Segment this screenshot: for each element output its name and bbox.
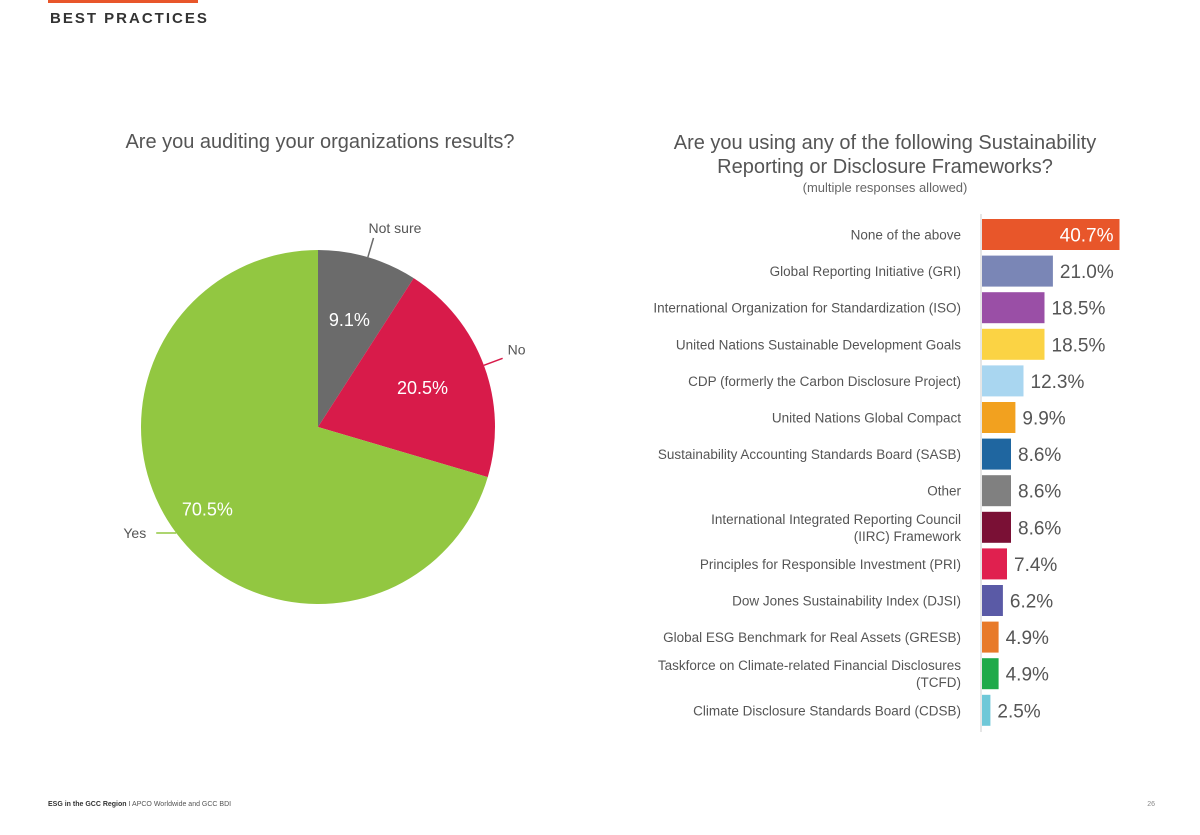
pie-value-label-0: 9.1% [329,310,370,330]
pie-category-label-2: Yes [123,525,146,541]
bar-value-label-7: 8.6% [1018,482,1061,503]
bar-3 [982,328,1045,360]
bar-category-label-8-line-1: (IIRC) Framework [854,529,961,544]
bar-4 [982,365,1024,397]
bar-6 [982,438,1011,470]
bar-1 [982,255,1053,287]
bar-value-label-11: 4.9% [1006,628,1049,649]
bar-category-label-11: Global ESG Benchmark for Real Assets (GR… [663,630,961,645]
bar-8 [982,511,1011,543]
pie-leader-line-1 [483,357,503,366]
pie-category-label-1: No [508,341,526,357]
pie-chart: 9.1% Not sure 20.5% No 70.5% Yes [123,220,526,604]
bar-category-label-10: Dow Jones Sustainability Index (DJSI) [732,594,961,609]
bar-11 [982,621,999,653]
bar-chart-subtitle: (multiple responses allowed) [802,180,968,195]
pie-category-label-0: Not sure [369,220,422,236]
bar-category-label-8-line-0: International Integrated Reporting Counc… [711,512,961,527]
bar-category-label-5: United Nations Global Compact [772,411,961,426]
pie-chart-title: Are you auditing your organizations resu… [125,131,515,153]
bar-category-label-6: Sustainability Accounting Standards Boar… [658,447,961,462]
bar-5 [982,402,1016,433]
accent-line [48,0,198,3]
page-number: 26 [1147,801,1155,808]
bar-category-label-1: Global Reporting Initiative (GRI) [770,264,961,279]
bar-9 [982,548,1007,580]
bar-0 [982,219,1120,250]
footer-source: ESG in the GCC Region I APCO Worldwide a… [48,801,231,808]
bar-2 [982,292,1045,324]
bar-category-label-3: United Nations Sustainable Development G… [676,337,961,352]
bar-chart-title: Are you using any of the following Susta… [673,132,1097,178]
bar-10 [982,585,1003,616]
bar-category-label-12-line-0: Taskforce on Climate-related Financial D… [658,658,961,673]
bar-value-label-5: 9.9% [1022,409,1065,430]
pie-value-label-1: 20.5% [397,378,448,398]
bar-category-label-13: Climate Disclosure Standards Board (CDSB… [693,703,961,718]
bar-value-label-2: 18.5% [1052,299,1106,320]
bar-category-label-4: CDP (formerly the Carbon Disclosure Proj… [688,374,961,389]
bar-value-label-12: 4.9% [1006,665,1049,686]
bar-12 [982,658,999,690]
bar-value-label-3: 18.5% [1052,335,1106,356]
bar-category-label-2: International Organization for Standardi… [653,301,961,316]
pie-leader-line-0 [367,237,375,258]
pie-slice-1 [318,278,495,478]
bar-value-label-1: 21.0% [1060,262,1114,283]
footer-report-title: ESG in the GCC Region [48,801,127,808]
bar-value-label-10: 6.2% [1010,592,1053,613]
pie-slice-0 [318,250,414,427]
section-label: BEST PRACTICES [50,10,209,27]
bar-value-label-13: 2.5% [997,701,1040,722]
bar-13 [982,694,991,726]
bar-category-label-0: None of the above [851,228,961,243]
bar-value-label-8: 8.6% [1018,518,1061,539]
footer-authors: APCO Worldwide and GCC BDI [132,801,232,808]
bar-category-label-7: Other [927,484,961,499]
bar-value-label-6: 8.6% [1018,445,1061,466]
bar-value-label-9: 7.4% [1014,555,1057,576]
bar-category-label-12-line-1: (TCFD) [916,675,961,690]
pie-value-label-2: 70.5% [182,500,233,520]
bar-category-label-9: Principles for Responsible Investment (P… [700,557,961,572]
bar-value-label-0: 40.7% [1060,226,1114,247]
bar-7 [982,475,1011,507]
pie-slice-2 [140,250,488,604]
footer-separator: I [128,801,131,808]
bar-value-label-4: 12.3% [1031,372,1085,393]
